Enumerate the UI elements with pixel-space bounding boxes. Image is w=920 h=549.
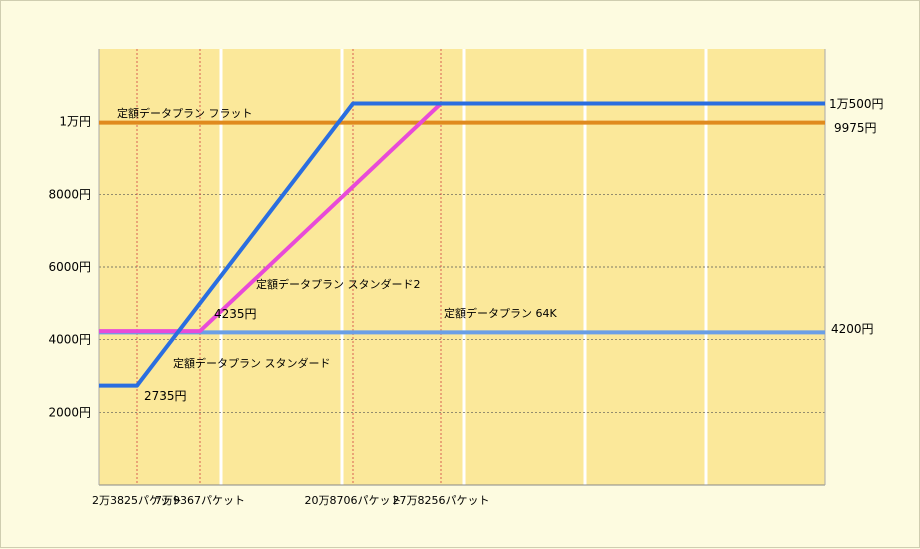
value-annotation: 4200円: [831, 322, 874, 336]
y-tick-label: 4000円: [48, 333, 91, 347]
series-label: 定額データプラン フラット: [117, 106, 253, 120]
y-tick-label: 1万円: [59, 115, 91, 129]
value-annotation: 9975円: [834, 121, 877, 135]
y-tick-label: 6000円: [48, 260, 91, 274]
y-tick-label: 8000円: [48, 187, 91, 201]
series-label: 定額データプラン スタンダード: [173, 356, 331, 370]
value-annotation: 4235円: [214, 307, 257, 321]
series-label: 定額データプラン スタンダード2: [256, 277, 421, 291]
x-tick-label: 20万8706パケット: [305, 494, 402, 507]
value-annotation: 2735円: [144, 389, 187, 403]
standard-plan-line: [99, 101, 825, 388]
x-tick-label: 7万9367パケット: [155, 494, 245, 507]
series-label: 定額データプラン 64K: [444, 306, 557, 320]
x-tick-label: 2万3825パケット: [92, 494, 182, 507]
y-tick-label: 2000円: [48, 405, 91, 419]
x-tick-label: 27万8256パケット: [393, 494, 490, 507]
value-annotation: 1万500円: [829, 97, 884, 111]
